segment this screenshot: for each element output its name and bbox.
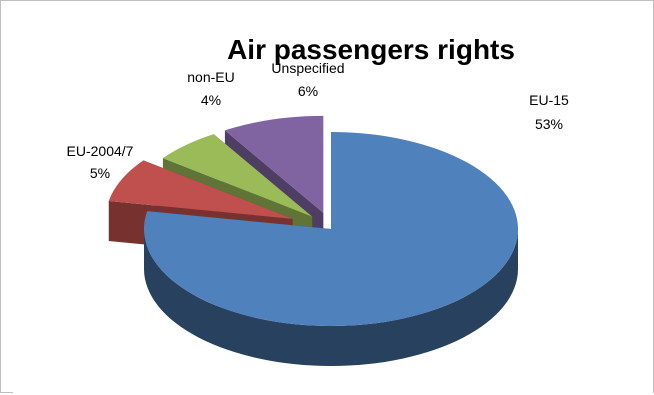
slice-percent-label: 6% [298, 83, 318, 99]
slice-percent-label: 4% [201, 92, 221, 108]
slice-percent-label: 5% [90, 165, 110, 181]
slice-percent-label: 53% [535, 116, 563, 132]
pie-slice-top [162, 134, 313, 217]
pie-slice-eu-15 [144, 132, 518, 366]
slice-category-label: EU-2004/7 [67, 143, 134, 159]
pie-slice-side [144, 229, 518, 366]
pie-slice-top [224, 115, 324, 213]
pie-slice-top [144, 132, 518, 326]
pie-slice-top [108, 160, 293, 219]
chart-title: Air passengers rights [227, 34, 515, 65]
slice-category-label: non-EU [187, 69, 234, 85]
slice-category-label: Unspecified [271, 60, 344, 76]
slice-category-label: EU-15 [529, 92, 569, 108]
